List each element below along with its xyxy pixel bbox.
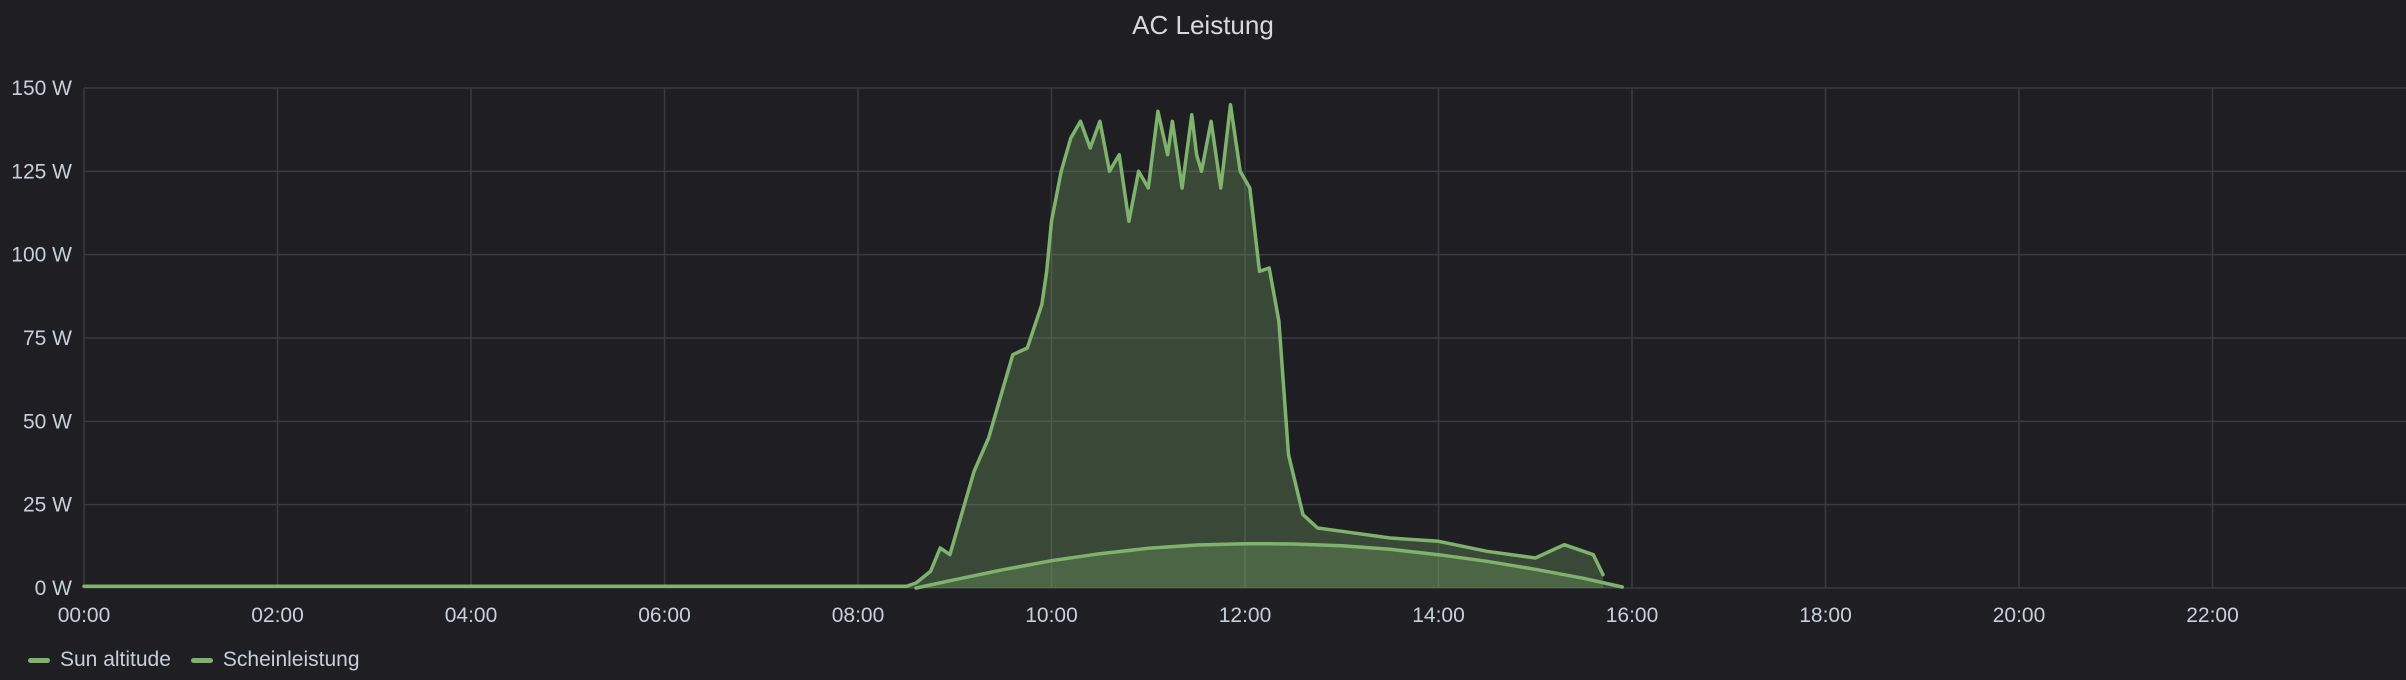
x-tick-label: 16:00 <box>1606 604 1659 627</box>
x-tick-label: 02:00 <box>251 604 304 627</box>
y-tick-label: 150 W <box>11 77 72 100</box>
x-tick-label: 00:00 <box>58 604 111 627</box>
y-tick-label: 125 W <box>11 160 72 183</box>
y-tick-label: 25 W <box>23 494 72 517</box>
legend-item-scheinleistung[interactable]: Scheinleistung <box>190 648 360 672</box>
x-tick-label: 14:00 <box>1412 604 1465 627</box>
legend: Sun altitude Scheinleistung <box>28 648 360 672</box>
panel-title[interactable]: AC Leistung <box>1132 10 1274 40</box>
legend-swatch-sun-altitude <box>28 657 50 663</box>
y-tick-label: 100 W <box>11 244 72 267</box>
area-fills <box>84 104 1623 588</box>
x-tick-label: 20:00 <box>1993 604 2046 627</box>
x-tick-label: 12:00 <box>1219 604 1272 627</box>
area-fill-scheinleistung <box>84 104 1603 588</box>
area-chart[interactable]: 0 W 25 W 50 W 75 W 100 W 125 W 150 W 00:00 02:0… <box>0 0 2406 640</box>
y-tick-label: 75 W <box>23 327 72 350</box>
legend-label-scheinleistung: Scheinleistung <box>222 648 360 671</box>
series-line-scheinleistung[interactable] <box>82 102 1605 589</box>
grid <box>83 87 2406 589</box>
x-tick-label: 04:00 <box>445 604 498 627</box>
y-tick-label: 0 W <box>35 577 73 600</box>
x-tick-label: 08:00 <box>832 604 885 627</box>
y-axis: 0 W 25 W 50 W 75 W 100 W 125 W 150 W <box>11 77 72 600</box>
legend-item-sun-altitude[interactable]: Sun altitude <box>28 648 171 672</box>
legend-swatch-scheinleistung <box>190 657 213 663</box>
series-lines <box>82 102 1625 590</box>
x-tick-label: 06:00 <box>638 604 691 627</box>
legend-label-sun-altitude: Sun altitude <box>60 648 171 671</box>
y-tick-label: 50 W <box>23 410 72 433</box>
x-tick-label: 22:00 <box>2186 604 2239 627</box>
series-line-sun-altitude[interactable] <box>914 541 1625 590</box>
x-tick-label: 18:00 <box>1799 604 1852 627</box>
x-tick-label: 10:00 <box>1025 604 1078 627</box>
x-axis: 00:00 02:00 04:00 06:00 08:00 10:00 12:00 14:00… <box>58 604 2239 627</box>
